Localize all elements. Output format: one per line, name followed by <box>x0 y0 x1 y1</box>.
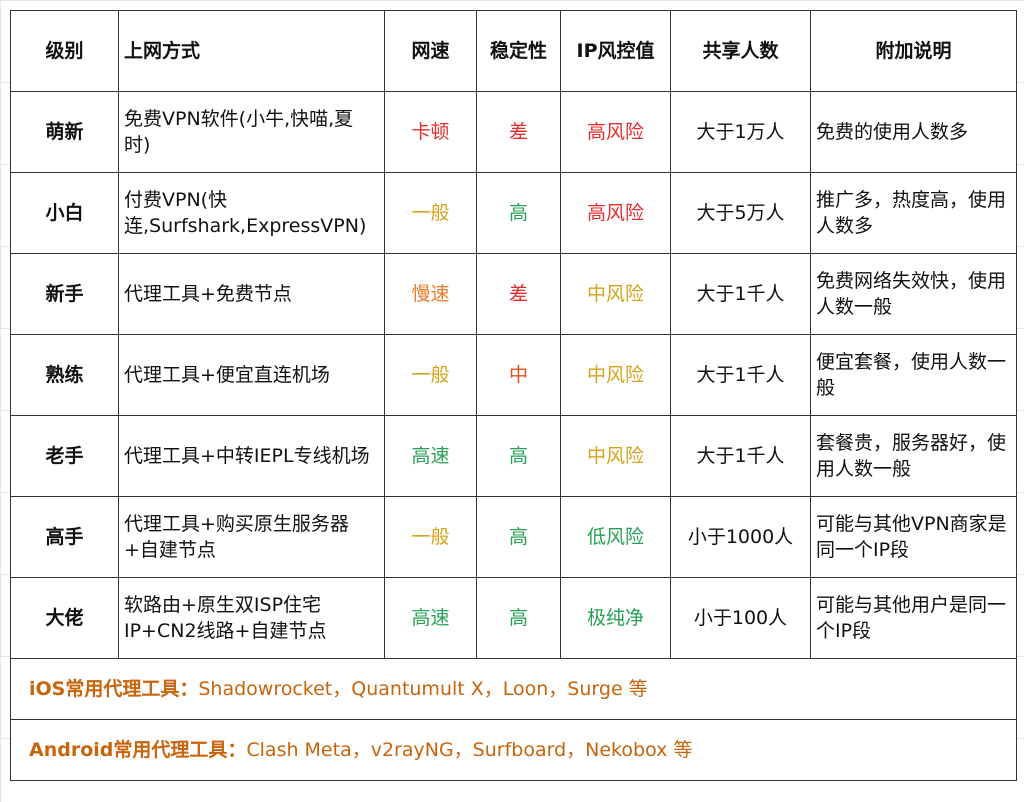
level-cell: 新手 <box>10 253 119 335</box>
ip-risk-cell: 极纯净 <box>560 577 671 659</box>
table-row: 大佬 软路由+原生双ISP住宅IP+CN2线路+自建节点 高速高极纯净 小于100人可… <box>10 577 1017 659</box>
speed-cell: 慢速 <box>384 253 477 335</box>
header-note: 附加说明 <box>810 10 1017 92</box>
share-count-cell: 大于5万人 <box>670 172 811 254</box>
footer-row-android: Android常用代理工具：Clash Meta，v2rayNG，Surfboa… <box>10 719 1017 781</box>
speed-cell: 高速 <box>384 415 477 497</box>
ip-risk-cell: 低风险 <box>560 496 671 578</box>
ios-tools-text: Shadowrocket，Quantumult X，Loon，Surge 等 <box>198 678 648 700</box>
note-cell: 可能与其他VPN商家是同一个IP段 <box>810 496 1017 578</box>
share-count-cell: 大于1千人 <box>670 253 811 335</box>
stability-cell: 差 <box>476 253 561 335</box>
table-row: 高手 代理工具+购买原生服务器+自建节点 一般高低风险 小于1000人 可能与其他VPN… <box>10 496 1017 578</box>
note-cell: 免费网络失效快，使用人数一般 <box>810 253 1017 335</box>
android-tools-label: Android常用代理工具： <box>29 739 247 761</box>
ip-risk-cell: 中风险 <box>560 253 671 335</box>
stability-cell: 高 <box>476 415 561 497</box>
note-cell: 便宜套餐，使用人数一般 <box>810 334 1017 416</box>
method-cell: 代理工具+免费节点 <box>118 253 385 335</box>
share-count-cell: 小于100人 <box>670 577 811 659</box>
table-row: 小白 付费VPN(快连,Surfshark,ExpressVPN) 一般高高风险 大于… <box>10 172 1017 254</box>
header-level: 级别 <box>10 10 119 92</box>
speed-cell: 高速 <box>384 577 477 659</box>
header-speed: 网速 <box>384 10 477 92</box>
ip-risk-cell: 中风险 <box>560 334 671 416</box>
share-count-cell: 小于1000人 <box>670 496 811 578</box>
speed-cell: 一般 <box>384 172 477 254</box>
note-cell: 推广多，热度高，使用人数多 <box>810 172 1017 254</box>
note-cell: 可能与其他用户是同一个IP段 <box>810 577 1017 659</box>
ip-risk-cell: 中风险 <box>560 415 671 497</box>
method-cell: 软路由+原生双ISP住宅IP+CN2线路+自建节点 <box>118 577 385 659</box>
method-cell: 代理工具+中转IEPL专线机场 <box>118 415 385 497</box>
stability-cell: 高 <box>476 496 561 578</box>
stability-cell: 中 <box>476 334 561 416</box>
header-row: 级别 上网方式 网速 稳定性 IP风控值 共享人数 附加说明 <box>10 10 1017 92</box>
header-ip-risk: IP风控值 <box>560 10 671 92</box>
share-count-cell: 大于1千人 <box>670 334 811 416</box>
method-cell: 代理工具+便宜直连机场 <box>118 334 385 416</box>
note-cell: 套餐贵，服务器好，使用人数一般 <box>810 415 1017 497</box>
method-cell: 免费VPN软件(小牛,快喵,夏时) <box>118 91 385 173</box>
stability-cell: 高 <box>476 172 561 254</box>
speed-cell: 卡顿 <box>384 91 477 173</box>
share-count-cell: 大于1千人 <box>670 415 811 497</box>
speed-cell: 一般 <box>384 496 477 578</box>
level-cell: 熟练 <box>10 334 119 416</box>
level-cell: 大佬 <box>10 577 119 659</box>
stability-cell: 差 <box>476 91 561 173</box>
table-row: 新手 代理工具+免费节点 慢速差中风险 大于1千人 免费网络失效快，使用人数一般 <box>10 253 1017 335</box>
stability-cell: 高 <box>476 577 561 659</box>
method-cell: 付费VPN(快连,Surfshark,ExpressVPN) <box>118 172 385 254</box>
header-method: 上网方式 <box>118 10 385 92</box>
method-cell: 代理工具+购买原生服务器+自建节点 <box>118 496 385 578</box>
level-cell: 老手 <box>10 415 119 497</box>
ip-risk-cell: 高风险 <box>560 172 671 254</box>
share-count-cell: 大于1万人 <box>670 91 811 173</box>
vpn-level-table: 级别 上网方式 网速 稳定性 IP风控值 共享人数 附加说明 萌新 免费VPN软件… <box>10 10 1017 781</box>
level-cell: 高手 <box>10 496 119 578</box>
header-share-count: 共享人数 <box>670 10 811 92</box>
footer-row-ios: iOS常用代理工具：Shadowrocket，Quantumult X，Loon… <box>10 658 1017 720</box>
note-cell: 免费的使用人数多 <box>810 91 1017 173</box>
level-cell: 小白 <box>10 172 119 254</box>
table-row: 萌新 免费VPN软件(小牛,快喵,夏时) 卡顿差高风险 大于1万人 免费的使用人数多 <box>10 91 1017 173</box>
speed-cell: 一般 <box>384 334 477 416</box>
table-row: 老手 代理工具+中转IEPL专线机场 高速高中风险 大于1千人 套餐贵，服务器好，使用人… <box>10 415 1017 497</box>
header-stability: 稳定性 <box>476 10 561 92</box>
android-tools-text: Clash Meta，v2rayNG，Surfboard，Nekobox 等 <box>246 739 693 761</box>
ios-tools-label: iOS常用代理工具： <box>29 678 199 700</box>
level-cell: 萌新 <box>10 91 119 173</box>
table-row: 熟练 代理工具+便宜直连机场 一般中中风险 大于1千人 便宜套餐，使用人数一般 <box>10 334 1017 416</box>
ip-risk-cell: 高风险 <box>560 91 671 173</box>
